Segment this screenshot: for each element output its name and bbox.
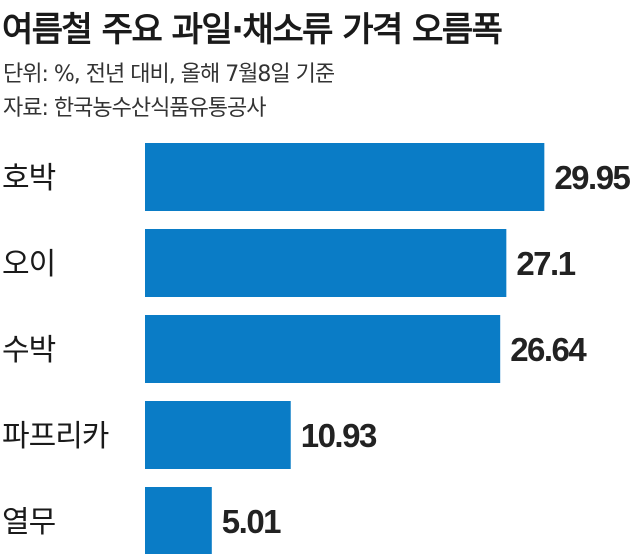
bar <box>145 143 545 211</box>
category-label: 오이 <box>2 247 55 282</box>
value-label: 10.93 <box>301 417 377 454</box>
value-label: 27.1 <box>516 245 575 282</box>
value-label: 26.64 <box>510 331 587 368</box>
category-label: 수박 <box>2 333 56 368</box>
bar <box>145 401 291 469</box>
category-label: 열무 <box>2 505 56 540</box>
bar <box>145 315 501 383</box>
bar <box>145 487 212 554</box>
value-label: 29.95 <box>554 159 630 196</box>
bar <box>145 229 507 297</box>
value-label: 5.01 <box>222 503 281 540</box>
source-note: 자료: 한국농수산식품유통공사 <box>3 96 267 121</box>
category-label: 호박 <box>2 161 56 196</box>
chart-title: 여름철 주요 과일·채소류 가격 오름폭 <box>2 10 503 50</box>
category-label: 파프리카 <box>2 419 109 454</box>
unit-note: 단위: %, 전년 대비, 올해 7월8일 기준 <box>3 62 335 87</box>
